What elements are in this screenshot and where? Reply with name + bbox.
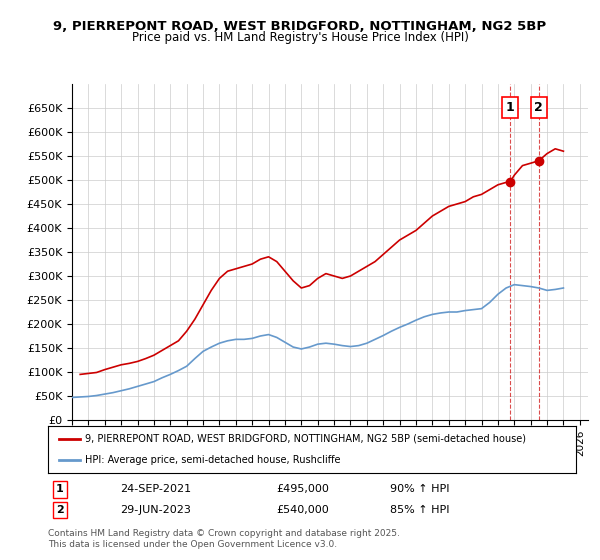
Text: Contains HM Land Registry data © Crown copyright and database right 2025.
This d: Contains HM Land Registry data © Crown c… bbox=[48, 529, 400, 549]
Text: 24-SEP-2021: 24-SEP-2021 bbox=[120, 484, 191, 494]
Text: £495,000: £495,000 bbox=[276, 484, 329, 494]
Text: 90% ↑ HPI: 90% ↑ HPI bbox=[390, 484, 449, 494]
Text: 9, PIERREPONT ROAD, WEST BRIDGFORD, NOTTINGHAM, NG2 5BP (semi-detached house): 9, PIERREPONT ROAD, WEST BRIDGFORD, NOTT… bbox=[85, 434, 526, 444]
Text: Price paid vs. HM Land Registry's House Price Index (HPI): Price paid vs. HM Land Registry's House … bbox=[131, 31, 469, 44]
Text: 1: 1 bbox=[56, 484, 64, 494]
Text: 29-JUN-2023: 29-JUN-2023 bbox=[120, 505, 191, 515]
Text: 2: 2 bbox=[535, 101, 543, 114]
Text: 85% ↑ HPI: 85% ↑ HPI bbox=[390, 505, 449, 515]
Text: 1: 1 bbox=[505, 101, 514, 114]
Text: £540,000: £540,000 bbox=[276, 505, 329, 515]
Text: 9, PIERREPONT ROAD, WEST BRIDGFORD, NOTTINGHAM, NG2 5BP: 9, PIERREPONT ROAD, WEST BRIDGFORD, NOTT… bbox=[53, 20, 547, 32]
Text: HPI: Average price, semi-detached house, Rushcliffe: HPI: Average price, semi-detached house,… bbox=[85, 455, 340, 465]
Text: 2: 2 bbox=[56, 505, 64, 515]
